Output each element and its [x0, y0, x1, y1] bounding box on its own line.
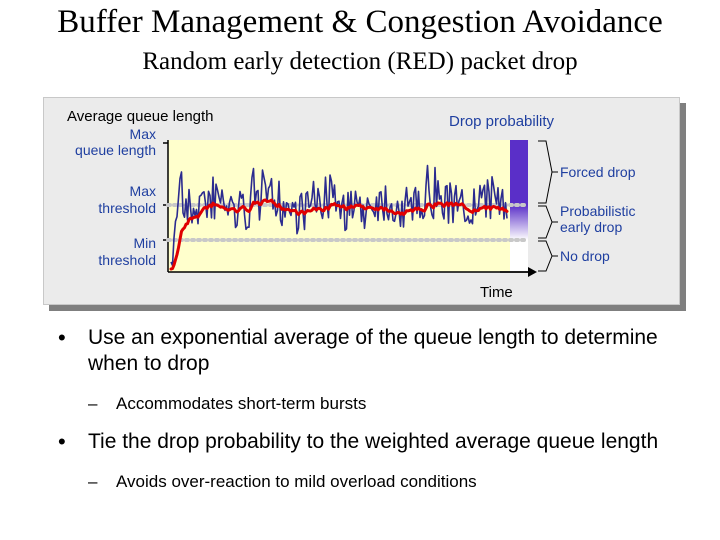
bullet-text: Use an exponential average of the queue …	[88, 326, 658, 375]
drop-probability-title: Drop probability	[449, 113, 555, 130]
y-axis-title: Average queue length	[67, 108, 214, 125]
probabilistic-drop-bar	[510, 205, 528, 240]
no-drop-bar	[510, 240, 528, 272]
probabilistic-drop-bracket	[538, 205, 553, 239]
probabilistic-drop-label-line2: early drop	[560, 219, 622, 235]
x-axis-arrowhead	[528, 267, 537, 277]
bullet-symbol: •	[58, 429, 66, 454]
no-drop-label: No drop	[560, 248, 610, 264]
bullet-list: • Use an exponential average of the queu…	[58, 325, 698, 493]
sub-bullet-symbol: –	[88, 472, 98, 491]
sub-bullet-text: Avoids over-reaction to mild overload co…	[116, 472, 477, 491]
bullet-symbol: •	[58, 325, 66, 350]
min-threshold-label-line2: threshold	[98, 252, 156, 268]
average-queue-line	[169, 198, 509, 271]
probabilistic-drop-label-line1: Probabilistic	[560, 203, 635, 219]
forced-drop-label: Forced drop	[560, 164, 636, 180]
x-axis-title: Time	[480, 284, 513, 301]
max-queue-label-line2: queue length	[75, 142, 156, 158]
slide-title: Buffer Management & Congestion Avoidance	[57, 4, 663, 40]
sub-bullet-item: – Avoids over-reaction to mild overload …	[58, 471, 698, 493]
min-threshold-label-line1: Min	[133, 235, 156, 251]
bullet-item: • Use an exponential average of the queu…	[58, 325, 698, 377]
slide-subtitle: Random early detection (RED) packet drop	[142, 48, 578, 75]
bullet-item: • Tie the drop probability to the weight…	[58, 429, 698, 455]
max-queue-label-line1: Max	[130, 126, 156, 142]
sub-bullet-text: Accommodates short-term bursts	[116, 394, 367, 413]
sub-bullet-symbol: –	[88, 394, 98, 413]
max-threshold-label-line2: threshold	[98, 200, 156, 216]
max-threshold-label-line1: Max	[130, 183, 156, 199]
sub-bullet-item: – Accommodates short-term bursts	[58, 393, 698, 415]
forced-drop-bracket	[538, 140, 553, 204]
no-drop-bracket	[538, 240, 553, 272]
forced-drop-bar	[510, 140, 528, 205]
bullet-text: Tie the drop probability to the weighted…	[88, 430, 659, 453]
